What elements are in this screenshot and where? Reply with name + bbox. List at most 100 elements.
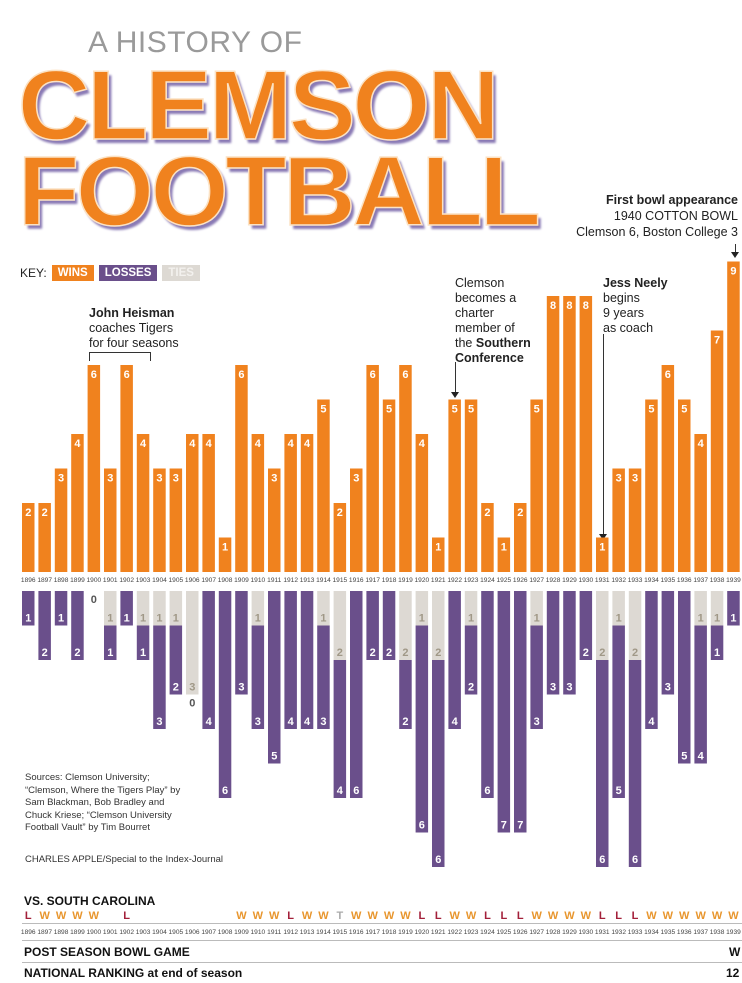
table-year-label: 1908 (218, 929, 233, 936)
table-year-label: 1937 (693, 929, 708, 936)
win-value-label: 2 (42, 507, 48, 519)
win-value-label: 4 (255, 438, 262, 450)
win-value-label: 8 (583, 300, 589, 312)
vs-sc-result: W (39, 910, 50, 922)
vs-sc-result: W (712, 910, 723, 922)
table-year-label: 1928 (546, 929, 561, 936)
win-value-label: 6 (370, 369, 376, 381)
tie-bar (464, 591, 478, 626)
tie-bar (333, 591, 347, 660)
win-value-label: 1 (501, 542, 507, 554)
win-bar (432, 537, 445, 572)
loss-bar (382, 591, 396, 660)
loss-value-label: 2 (74, 647, 80, 659)
vs-sc-result: W (548, 910, 559, 922)
loss-zero-label: 0 (189, 698, 195, 710)
win-bar (71, 434, 84, 572)
table-year-label: 1897 (37, 929, 52, 936)
loss-bar (596, 660, 609, 867)
table-year-label: 1900 (87, 929, 102, 936)
win-bar (514, 503, 527, 572)
win-bar (645, 399, 658, 572)
table-year-label: 1917 (365, 929, 380, 936)
loss-value-label: 6 (419, 820, 425, 832)
table-year-label: 1901 (103, 929, 118, 936)
neely-line4: as coach (603, 321, 654, 335)
vs-sc-result: W (564, 910, 575, 922)
loss-bar (415, 625, 429, 833)
vs-sc-result: W (253, 910, 264, 922)
loss-bar (366, 591, 379, 660)
loss-bar (514, 591, 527, 833)
win-bar (54, 468, 68, 572)
divider-sc (22, 923, 742, 924)
win-value-label: 4 (74, 438, 81, 450)
loss-bar (317, 625, 330, 729)
year-tick-label: 1902 (119, 577, 134, 584)
year-tick-label: 1910 (251, 577, 266, 584)
vs-sc-result: L (615, 910, 622, 922)
neely-line2: begins (603, 291, 640, 305)
vs-sc-result: W (89, 910, 100, 922)
sources-note: Sources: Clemson University; “Clemson, W… (25, 772, 180, 835)
win-bar (448, 399, 461, 572)
loss-value-label: 2 (173, 682, 179, 694)
win-bar (300, 434, 314, 572)
loss-bar (268, 591, 281, 764)
tie-value-label: 1 (419, 613, 425, 625)
win-value-label: 8 (566, 300, 572, 312)
year-tick-label: 1914 (316, 577, 331, 584)
vs-sc-result: L (500, 910, 507, 922)
win-value-label: 1 (435, 542, 441, 554)
loss-bar (218, 591, 232, 798)
table-year-label: 1936 (677, 929, 692, 936)
table-year-label: 1932 (611, 929, 626, 936)
year-tick-label: 1913 (300, 577, 315, 584)
table-year-label: 1938 (710, 929, 725, 936)
win-value-label: 9 (730, 266, 736, 278)
loss-bar (284, 591, 297, 729)
loss-bar (678, 591, 691, 764)
bowl-arrow-line (735, 244, 736, 252)
win-value-label: 3 (173, 473, 179, 485)
vs-sc-result: W (351, 910, 362, 922)
loss-bar (481, 591, 494, 798)
vs-sc-result: W (531, 910, 542, 922)
loss-bar (22, 591, 35, 626)
socon-line1: Clemson (455, 276, 505, 290)
tie-bar (628, 591, 642, 660)
tie-value-label: 2 (599, 647, 605, 659)
vs-sc-result: L (484, 910, 491, 922)
win-value-label: 5 (681, 404, 687, 416)
loss-value-label: 4 (337, 785, 344, 797)
table-year-label: 1909 (234, 929, 249, 936)
win-value-label: 6 (238, 369, 244, 381)
loss-bar (645, 591, 658, 729)
table-year-label: 1906 (185, 929, 200, 936)
loss-value-label: 1 (140, 647, 146, 659)
year-tick-label: 1907 (201, 577, 216, 584)
national-ranking-1939: 12 (726, 966, 740, 980)
national-ranking-label: NATIONAL RANKING at end of season (24, 966, 243, 980)
tie-bar (415, 591, 429, 626)
tie-value-label: 1 (616, 613, 622, 625)
loss-bar (300, 591, 314, 729)
loss-value-label: 2 (468, 682, 474, 694)
loss-value-label: 2 (386, 647, 392, 659)
table-year-label: 1896 (21, 929, 36, 936)
tie-bar (251, 591, 265, 626)
win-bar (235, 365, 248, 572)
table-year-label: 1898 (54, 929, 69, 936)
loss-bar (251, 625, 265, 729)
win-bar (678, 399, 691, 572)
loss-bar (235, 591, 248, 695)
vs-sc-result: W (302, 910, 313, 922)
year-tick-label: 1912 (283, 577, 298, 584)
heisman-bracket (89, 352, 151, 361)
vs-sc-result: W (728, 910, 739, 922)
tie-bar (136, 591, 150, 626)
year-tick-label: 1920 (415, 577, 430, 584)
bowl-game-label: POST SEASON BOWL GAME (24, 945, 190, 959)
win-value-label: 3 (156, 473, 162, 485)
loss-bar (497, 591, 511, 833)
